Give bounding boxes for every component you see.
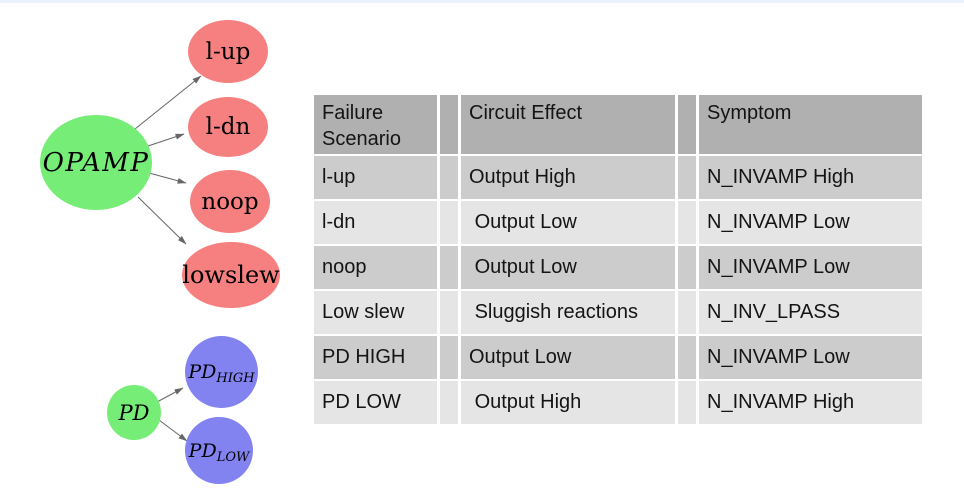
header-cell-circuit-effect: Circuit Effect: [461, 95, 675, 154]
cell-scenario: PD HIGH: [314, 336, 437, 379]
diagram-node-l-dn: l-dn: [188, 97, 268, 157]
spacer-cell: [678, 246, 696, 289]
spacer-cell: [440, 246, 458, 289]
cell-scenario: PD LOW: [314, 381, 437, 424]
spacer-cell: [440, 381, 458, 424]
spacer-cell: [678, 381, 696, 424]
arrow-pd-pdlow: [158, 419, 188, 442]
arrow-opamp-lowslew: [137, 196, 187, 245]
diagram-node-pd-low: PDLOW: [185, 417, 253, 484]
diagram-node-pd: PD: [107, 385, 161, 440]
spacer-cell: [440, 156, 458, 199]
cell-effect: Output Low: [461, 246, 675, 289]
diagram-node-pd-high: PDHIGH: [185, 336, 258, 408]
diagram-node-lowslew: lowslew: [182, 242, 280, 308]
cell-symptom: N_INVAMP High: [699, 156, 922, 199]
node-label-noop: noop: [201, 188, 259, 215]
header-cell-symptom: Symptom: [699, 95, 922, 154]
cell-symptom: N_INVAMP High: [699, 381, 922, 424]
arrow-opamp-ldn: [147, 133, 185, 147]
diagram-node-noop: noop: [190, 170, 270, 233]
top-strip: [0, 0, 964, 3]
header-cell-failure-scenario: Failure Scenario: [314, 95, 437, 154]
diagram-node-l-up: l-up: [188, 20, 268, 83]
node-label-opamp: OPAMP: [42, 147, 150, 178]
node-label-pd-high: PDHIGH: [188, 361, 255, 386]
spacer-cell: [678, 156, 696, 199]
node-label-l-up: l-up: [205, 38, 251, 65]
spacer-cell: [440, 201, 458, 244]
arrow-pd-pdhigh: [156, 387, 184, 403]
header-spacer-cell: [440, 95, 458, 154]
cell-effect: Output High: [461, 156, 675, 199]
node-label-lowslew: lowslew: [182, 261, 280, 289]
arrow-opamp-noop: [148, 172, 187, 184]
cell-scenario: Low slew: [314, 291, 437, 334]
cell-scenario: noop: [314, 246, 437, 289]
cell-symptom: N_INVAMP Low: [699, 201, 922, 244]
node-label-pd-low: PDLOW: [188, 439, 250, 465]
spacer-cell: [440, 336, 458, 379]
cell-effect: Output High: [461, 381, 675, 424]
failure-table: Failure Scenario Circuit Effect Symptom …: [314, 95, 922, 424]
header-spacer-cell: [678, 95, 696, 154]
cell-effect: Output Low: [461, 336, 675, 379]
node-label-pd: PD: [118, 400, 150, 425]
cell-effect: Sluggish reactions: [461, 291, 675, 334]
cell-effect: Output Low: [461, 201, 675, 244]
cell-symptom: N_INVAMP Low: [699, 336, 922, 379]
cell-symptom: N_INV_LPASS: [699, 291, 922, 334]
spacer-cell: [678, 201, 696, 244]
diagram-node-opamp: OPAMP: [40, 115, 152, 210]
cell-symptom: N_INVAMP Low: [699, 246, 922, 289]
cell-scenario: l-up: [314, 156, 437, 199]
cell-scenario: l-dn: [314, 201, 437, 244]
spacer-cell: [440, 291, 458, 334]
spacer-cell: [678, 291, 696, 334]
node-label-l-dn: l-dn: [205, 114, 251, 140]
spacer-cell: [678, 336, 696, 379]
